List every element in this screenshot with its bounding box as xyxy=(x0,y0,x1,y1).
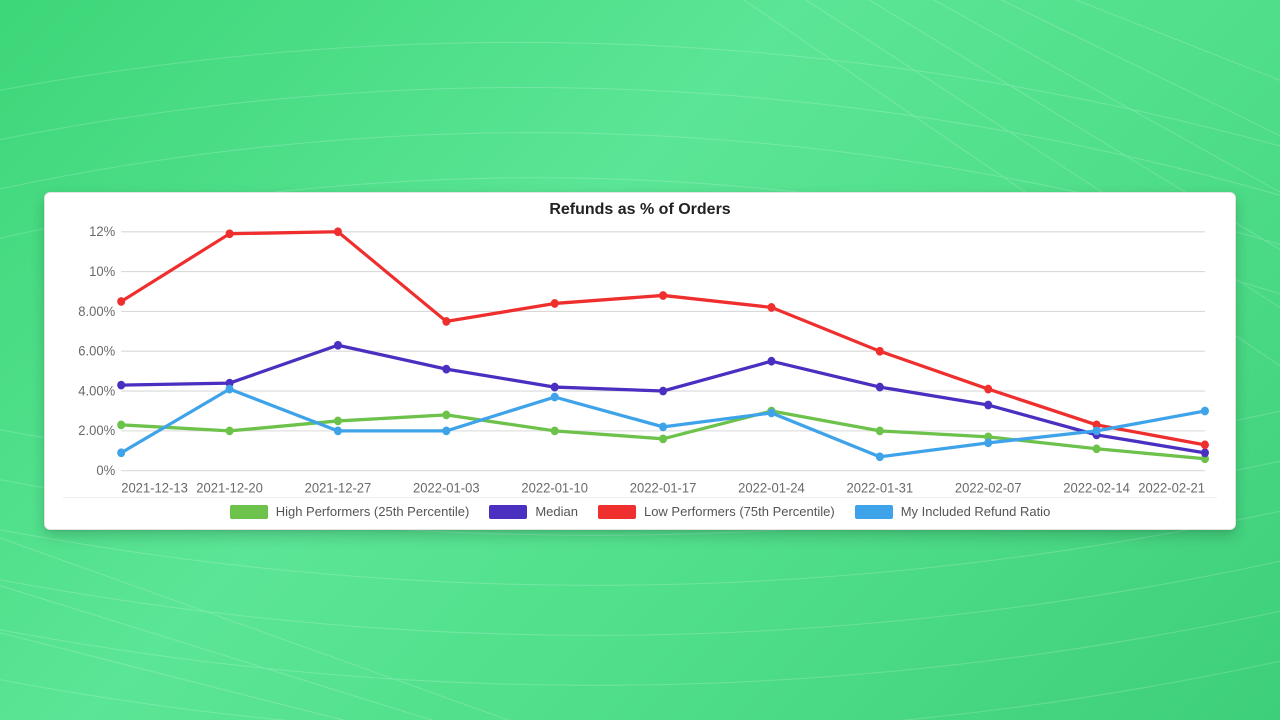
marker-low_performers xyxy=(767,303,775,312)
legend-label: Median xyxy=(535,504,578,519)
marker-median xyxy=(117,381,125,390)
y-tick-label: 2.00% xyxy=(78,423,115,439)
x-tick-label: 2022-01-10 xyxy=(521,480,588,496)
x-tick-label: 2021-12-27 xyxy=(305,480,372,496)
x-tick-label: 2022-02-14 xyxy=(1063,480,1130,496)
marker-my_ratio xyxy=(117,448,125,457)
legend-swatch xyxy=(598,505,636,519)
legend-item-my_ratio[interactable]: My Included Refund Ratio xyxy=(855,504,1051,519)
marker-low_performers xyxy=(1201,440,1209,449)
marker-high_performers xyxy=(659,434,667,443)
marker-low_performers xyxy=(659,291,667,300)
legend-item-low_performers[interactable]: Low Performers (75th Percentile) xyxy=(598,504,835,519)
marker-my_ratio xyxy=(1201,407,1209,416)
marker-low_performers xyxy=(876,347,884,356)
marker-my_ratio xyxy=(1093,426,1101,435)
marker-median xyxy=(551,383,559,392)
marker-median xyxy=(1201,448,1209,457)
marker-low_performers xyxy=(984,385,992,394)
marker-low_performers xyxy=(551,299,559,308)
legend-label: High Performers (25th Percentile) xyxy=(276,504,470,519)
legend-swatch xyxy=(489,505,527,519)
marker-high_performers xyxy=(551,426,559,435)
x-tick-label: 2022-02-07 xyxy=(955,480,1022,496)
x-tick-label: 2022-01-03 xyxy=(413,480,480,496)
marker-high_performers xyxy=(117,421,125,430)
marker-low_performers xyxy=(334,227,342,236)
x-tick-label: 2021-12-13 xyxy=(121,480,188,496)
marker-my_ratio xyxy=(767,409,775,418)
marker-median xyxy=(659,387,667,396)
x-tick-label: 2022-01-17 xyxy=(630,480,697,496)
chart-legend: High Performers (25th Percentile) Median L… xyxy=(63,497,1217,523)
marker-median xyxy=(876,383,884,392)
legend-swatch xyxy=(855,505,893,519)
marker-high_performers xyxy=(226,426,234,435)
legend-item-median[interactable]: Median xyxy=(489,504,578,519)
y-tick-label: 10% xyxy=(89,263,115,279)
marker-low_performers xyxy=(442,317,450,326)
x-tick-label: 2022-02-21 xyxy=(1138,480,1205,496)
marker-median xyxy=(334,341,342,350)
marker-my_ratio xyxy=(334,426,342,435)
marker-low_performers xyxy=(117,297,125,306)
x-tick-label: 2022-01-24 xyxy=(738,480,805,496)
marker-high_performers xyxy=(334,417,342,426)
marker-my_ratio xyxy=(876,452,884,461)
y-tick-label: 12% xyxy=(89,224,115,240)
marker-median xyxy=(442,365,450,374)
y-tick-label: 4.00% xyxy=(78,383,115,399)
marker-high_performers xyxy=(1093,444,1101,453)
x-tick-label: 2022-01-31 xyxy=(847,480,914,496)
marker-low_performers xyxy=(226,229,234,238)
legend-item-high_performers[interactable]: High Performers (25th Percentile) xyxy=(230,504,470,519)
marker-my_ratio xyxy=(442,426,450,435)
legend-label: My Included Refund Ratio xyxy=(901,504,1051,519)
chart-plot-area: 0% 2.00% 4.00% 6.00% 8.00% 10% 12% 2021-12-13 20… xyxy=(63,223,1217,497)
marker-high_performers xyxy=(442,411,450,420)
marker-median xyxy=(984,401,992,410)
y-tick-label: 6.00% xyxy=(78,343,115,359)
y-tick-label: 0% xyxy=(96,463,115,479)
marker-median xyxy=(767,357,775,366)
legend-label: Low Performers (75th Percentile) xyxy=(644,504,835,519)
x-tick-label: 2021-12-20 xyxy=(196,480,263,496)
marker-my_ratio xyxy=(984,438,992,447)
marker-my_ratio xyxy=(226,385,234,394)
series-low_performers xyxy=(121,232,1205,445)
y-tick-label: 8.00% xyxy=(78,303,115,319)
legend-swatch xyxy=(230,505,268,519)
marker-my_ratio xyxy=(659,423,667,432)
marker-high_performers xyxy=(876,426,884,435)
chart-card: Refunds as % of Orders 0% 2.00% 4.00% 6.00%… xyxy=(44,192,1236,530)
marker-my_ratio xyxy=(551,393,559,402)
chart-title: Refunds as % of Orders xyxy=(63,201,1217,219)
